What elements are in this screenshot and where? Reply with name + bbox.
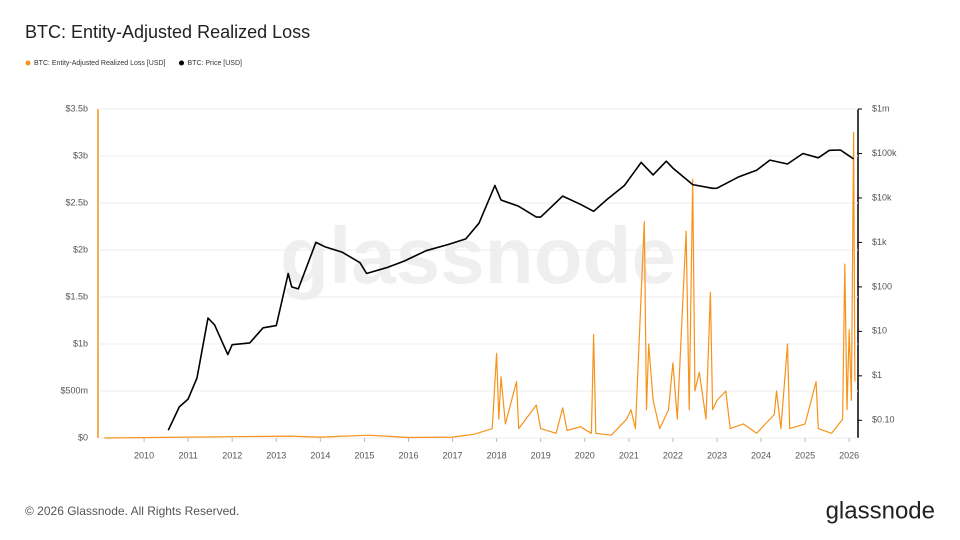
series-line (104, 131, 856, 439)
x-tick-label: 2020 (575, 450, 595, 460)
y-tick-label: $500m (60, 385, 88, 395)
x-tick-label: 2019 (531, 450, 551, 460)
x-tick-label: 2018 (487, 450, 507, 460)
y-tick-label: $2.5b (65, 197, 88, 207)
x-tick-label: 2023 (707, 450, 727, 460)
footer: © 2026 Glassnode. All Rights Reserved. (25, 504, 239, 518)
x-tick-label: 2016 (398, 450, 418, 460)
y2-tick-label: $0.10 (872, 415, 895, 425)
x-tick-label: 2012 (222, 450, 242, 460)
x-tick-label: 2025 (795, 450, 815, 460)
y2-tick-label: $10 (872, 326, 887, 336)
logo: glassnode (826, 497, 935, 524)
x-tick-label: 2010 (134, 450, 154, 460)
y2-tick-label: $1k (872, 237, 887, 247)
legend-label: BTC: Price [USD] (188, 60, 243, 67)
y-tick-label: $1b (73, 338, 88, 348)
y-tick-label: $3b (73, 150, 88, 160)
x-tick-label: 2011 (178, 450, 197, 460)
x-tick-label: 2021 (619, 450, 639, 460)
legend-label: BTC: Entity-Adjusted Realized Loss [USD] (34, 60, 166, 67)
y-tick-label: $1.5b (65, 291, 88, 301)
chart-title: BTC: Entity-Adjusted Realized Loss (25, 22, 310, 42)
legend-marker (179, 60, 184, 66)
y-tick-label: $0 (78, 432, 88, 442)
x-tick-label: 2013 (266, 450, 286, 460)
watermark: glassnode (280, 211, 676, 300)
y2-tick-label: $1m (872, 103, 890, 113)
y2-tick-label: $100k (872, 148, 897, 158)
x-tick-label: 2026 (839, 450, 859, 460)
y-tick-label: $3.5b (65, 103, 88, 113)
x-tick-label: 2024 (751, 450, 771, 460)
x-tick-label: 2022 (663, 450, 683, 460)
legend-marker (25, 60, 31, 66)
x-tick-label: 2014 (310, 450, 330, 460)
x-tick-label: 2017 (443, 450, 463, 460)
x-tick-label: 2015 (354, 450, 374, 460)
series-line (167, 149, 855, 431)
y-tick-label: $2b (73, 244, 88, 254)
y2-tick-label: $10k (872, 192, 892, 202)
y2-tick-label: $100 (872, 281, 892, 291)
y2-tick-label: $1 (872, 370, 882, 380)
